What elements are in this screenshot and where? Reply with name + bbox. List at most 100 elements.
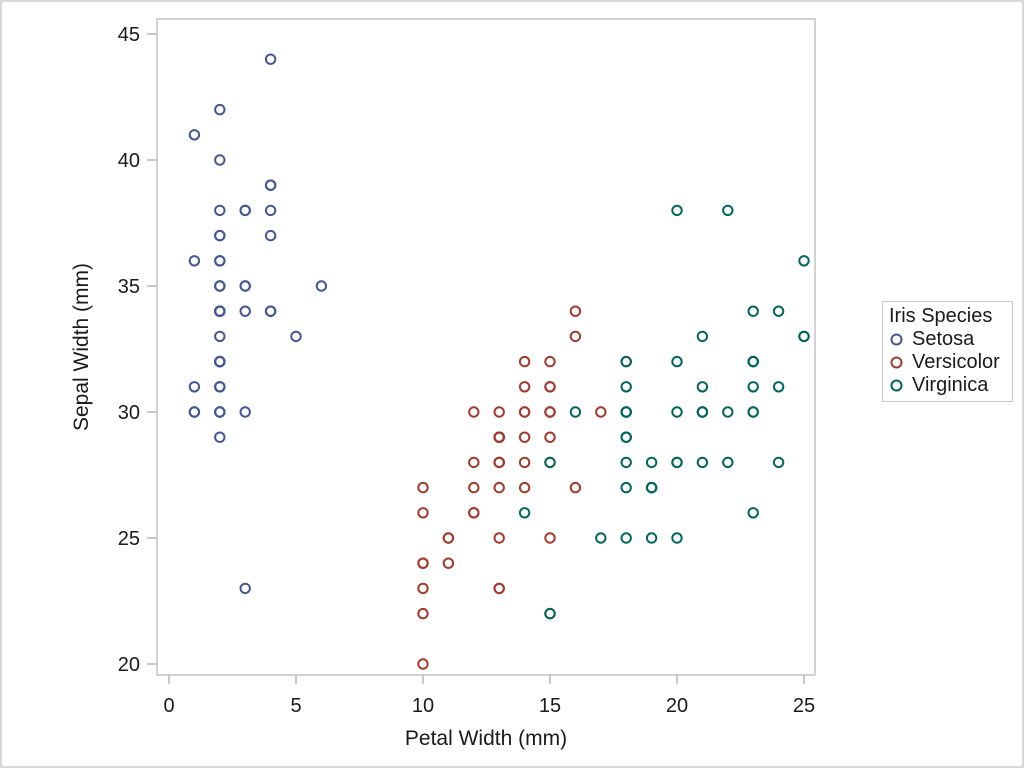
data-point-virginica bbox=[772, 305, 785, 317]
y-tick-label: 40 bbox=[118, 150, 140, 172]
data-point-virginica bbox=[518, 507, 531, 519]
data-point-virginica bbox=[747, 406, 759, 418]
data-point-setosa bbox=[239, 280, 251, 292]
data-point-versicolor bbox=[518, 431, 531, 443]
versicolor-marker-icon bbox=[890, 356, 903, 369]
data-point-setosa bbox=[214, 229, 226, 242]
data-point-virginica bbox=[696, 330, 709, 343]
data-point-virginica bbox=[569, 406, 582, 418]
setosa-marker-icon bbox=[890, 333, 903, 346]
data-point-versicolor bbox=[493, 456, 505, 469]
data-point-versicolor bbox=[417, 507, 429, 519]
x-tick-label: 15 bbox=[539, 695, 561, 717]
legend-label-versicolor: Versicolor bbox=[912, 351, 1000, 373]
data-point-setosa bbox=[264, 53, 277, 65]
y-tick-label: 20 bbox=[118, 654, 140, 676]
x-tick-label: 0 bbox=[163, 695, 174, 717]
y-tick-label: 30 bbox=[118, 402, 140, 424]
data-point-virginica bbox=[671, 532, 683, 544]
data-point-versicolor bbox=[569, 481, 582, 494]
data-point-setosa bbox=[214, 103, 226, 116]
legend: Iris Species Setosa Versicolor Virginica bbox=[882, 301, 1013, 402]
data-point-versicolor bbox=[569, 305, 582, 317]
data-point-virginica bbox=[645, 456, 658, 469]
data-point-virginica bbox=[620, 481, 632, 494]
data-point-versicolor bbox=[468, 406, 480, 418]
data-point-setosa bbox=[214, 406, 226, 418]
data-point-versicolor bbox=[544, 431, 556, 443]
data-point-setosa bbox=[315, 280, 328, 292]
data-point-setosa bbox=[239, 204, 251, 217]
data-point-setosa bbox=[264, 179, 277, 191]
data-point-versicolor bbox=[417, 658, 429, 670]
data-point-setosa bbox=[264, 204, 277, 217]
data-points bbox=[188, 53, 810, 670]
data-point-virginica bbox=[798, 330, 810, 343]
data-point-virginica bbox=[595, 532, 607, 544]
data-point-versicolor bbox=[544, 406, 556, 418]
data-point-virginica bbox=[671, 355, 683, 368]
data-point-versicolor bbox=[468, 481, 480, 494]
data-point-setosa bbox=[264, 305, 277, 317]
data-point-virginica bbox=[620, 381, 632, 393]
data-point-versicolor bbox=[544, 381, 556, 393]
data-point-setosa bbox=[188, 406, 201, 418]
data-point-versicolor bbox=[493, 532, 505, 544]
plot-frame bbox=[156, 18, 816, 676]
data-point-versicolor bbox=[493, 431, 505, 443]
data-point-versicolor bbox=[518, 481, 531, 494]
data-point-setosa bbox=[214, 280, 226, 292]
data-point-versicolor bbox=[493, 481, 505, 494]
data-point-versicolor bbox=[442, 557, 455, 569]
data-point-virginica bbox=[747, 305, 759, 317]
data-point-setosa bbox=[239, 582, 251, 595]
data-point-versicolor bbox=[518, 381, 531, 393]
data-point-virginica bbox=[544, 607, 556, 620]
legend-item-setosa: Setosa bbox=[889, 328, 1007, 351]
y-tick-label: 45 bbox=[118, 24, 140, 46]
data-point-setosa bbox=[214, 381, 226, 393]
legend-title: Iris Species bbox=[889, 305, 993, 327]
data-point-virginica bbox=[772, 456, 785, 469]
data-point-versicolor bbox=[518, 456, 531, 469]
data-point-virginica bbox=[772, 381, 785, 393]
data-point-setosa bbox=[264, 229, 277, 242]
data-point-setosa bbox=[214, 204, 226, 217]
y-tick-label: 35 bbox=[118, 276, 140, 298]
data-point-setosa bbox=[214, 431, 226, 443]
data-point-setosa bbox=[290, 330, 302, 343]
virginica-marker-icon bbox=[890, 379, 903, 392]
data-point-versicolor bbox=[595, 406, 607, 418]
data-point-virginica bbox=[722, 456, 734, 469]
data-point-virginica bbox=[747, 381, 759, 393]
data-point-virginica bbox=[722, 406, 734, 418]
y-axis-label: Sepal Width (mm) bbox=[70, 263, 93, 431]
data-point-versicolor bbox=[442, 532, 455, 544]
data-point-virginica bbox=[645, 481, 658, 494]
data-point-virginica bbox=[747, 355, 759, 368]
data-point-virginica bbox=[544, 456, 556, 469]
legend-item-virginica: Virginica bbox=[889, 374, 1007, 397]
legend-label-virginica: Virginica bbox=[912, 374, 989, 396]
data-point-setosa bbox=[214, 355, 226, 368]
data-point-virginica bbox=[620, 431, 632, 443]
y-tick-label: 25 bbox=[118, 528, 140, 550]
data-point-versicolor bbox=[518, 355, 531, 368]
data-point-setosa bbox=[214, 255, 226, 267]
data-point-setosa bbox=[214, 154, 226, 166]
data-point-virginica bbox=[696, 381, 709, 393]
legend-label-setosa: Setosa bbox=[912, 328, 975, 350]
data-point-virginica bbox=[747, 507, 759, 519]
data-point-versicolor bbox=[518, 406, 531, 418]
data-point-virginica bbox=[620, 456, 632, 469]
data-point-versicolor bbox=[417, 582, 429, 595]
data-point-versicolor bbox=[569, 330, 582, 343]
data-point-setosa bbox=[239, 305, 251, 317]
data-point-versicolor bbox=[417, 557, 429, 569]
data-point-virginica bbox=[696, 456, 709, 469]
data-point-versicolor bbox=[468, 456, 480, 469]
data-point-versicolor bbox=[493, 582, 505, 595]
data-point-virginica bbox=[798, 255, 810, 267]
x-tick-label: 25 bbox=[793, 695, 815, 717]
